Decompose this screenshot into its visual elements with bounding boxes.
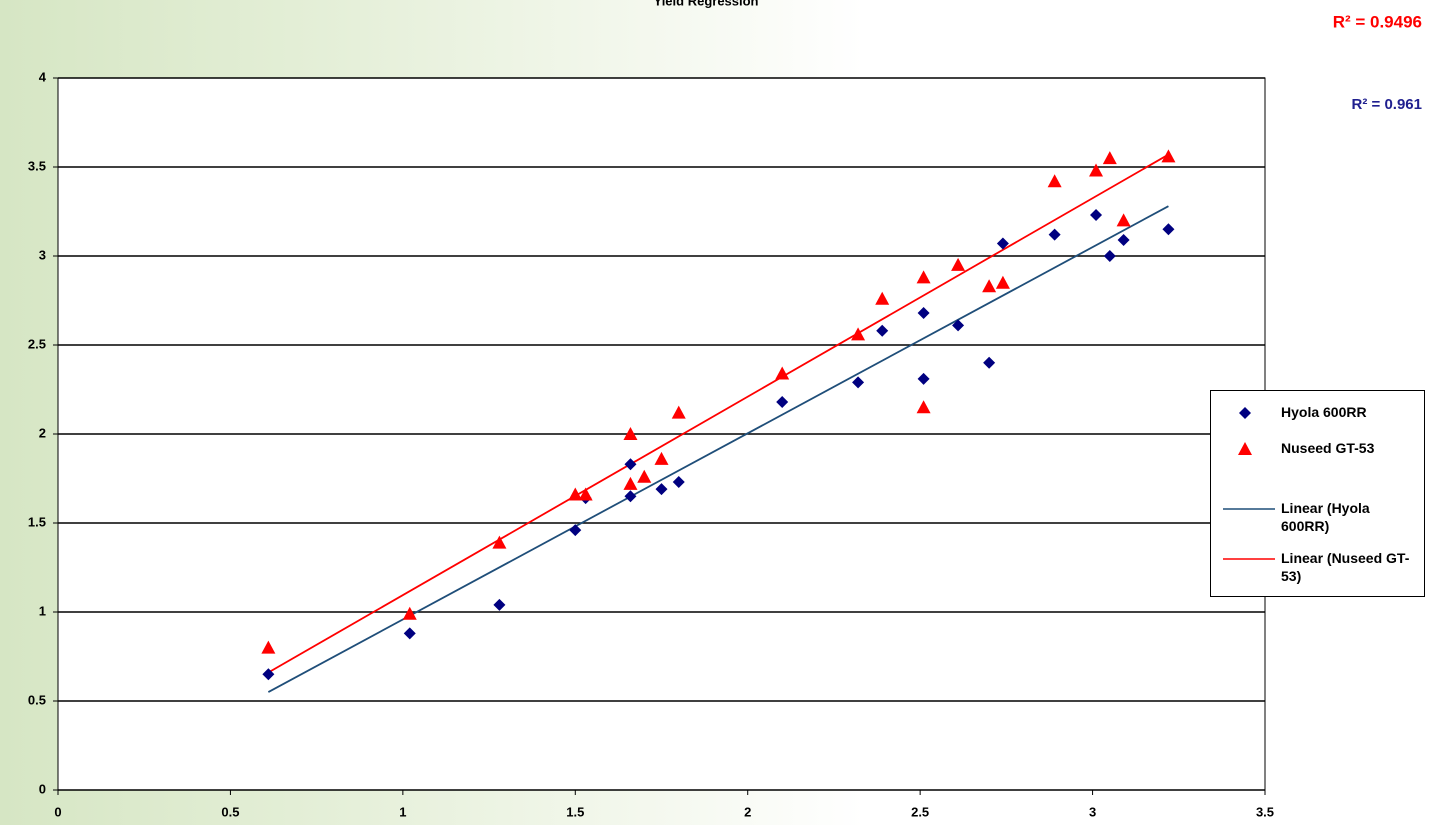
marker [493, 598, 506, 611]
marker [1161, 149, 1176, 163]
marker [1103, 250, 1116, 262]
marker [655, 483, 668, 496]
x-tick-label: 0 [54, 804, 61, 819]
marker [1048, 228, 1061, 241]
x-tick-label: 2 [744, 804, 751, 819]
marker [403, 627, 416, 640]
marker [951, 257, 966, 271]
x-tick-label: 1 [399, 804, 406, 819]
y-tick-label: 3.5 [28, 158, 46, 173]
annotation: R² = 0.961 [1352, 96, 1422, 113]
y-tick-label: 0.5 [28, 692, 46, 707]
chart-title: Yield Regression [654, 0, 759, 8]
trendline [267, 205, 1169, 693]
marker [1047, 174, 1062, 188]
y-tick-label: 2.5 [28, 336, 46, 351]
legend-icon [1223, 508, 1275, 510]
marker [917, 306, 930, 319]
y-tick-label: 0 [39, 781, 46, 796]
annotation: R² = 0.9496 [1333, 12, 1422, 31]
y-tick-label: 3 [39, 247, 46, 262]
marker [1162, 223, 1175, 236]
marker [851, 327, 866, 341]
marker [1117, 233, 1130, 246]
legend: Hyola 600RR Nuseed GT-53 Linear (Hyola 600… [1210, 390, 1425, 597]
marker [917, 372, 930, 385]
marker [776, 395, 789, 408]
marker [402, 606, 417, 620]
marker [916, 270, 931, 284]
marker [623, 476, 638, 490]
x-tick-label: 2.5 [911, 804, 929, 819]
marker [916, 400, 931, 414]
marker [671, 405, 686, 419]
x-tick-label: 3 [1089, 804, 1096, 819]
marker [996, 237, 1009, 250]
marker [775, 366, 790, 380]
legend-label: Linear (Nuseed GT-53) [1281, 550, 1410, 584]
legend-icon [1239, 407, 1251, 419]
marker [982, 279, 997, 293]
y-tick-label: 1 [39, 603, 46, 618]
legend-icon [1223, 558, 1275, 560]
marker [875, 291, 890, 305]
marker [262, 668, 275, 681]
marker [1089, 163, 1104, 177]
y-tick-label: 2 [39, 425, 46, 440]
marker [852, 376, 865, 389]
legend-label: Linear (Hyola 600RR) [1281, 500, 1370, 534]
trendline [267, 153, 1169, 674]
marker [569, 524, 582, 537]
marker [654, 451, 669, 465]
x-tick-label: 1.5 [566, 804, 584, 819]
marker [624, 458, 637, 471]
marker [624, 490, 637, 503]
marker [952, 319, 965, 332]
y-tick-label: 4 [39, 69, 47, 84]
legend-label: Hyola 600RR [1281, 404, 1367, 420]
marker [983, 356, 996, 369]
legend-label: Nuseed GT-53 [1281, 440, 1375, 456]
marker [637, 469, 652, 483]
legend-icon [1238, 442, 1252, 455]
marker [623, 427, 638, 440]
marker [261, 640, 276, 654]
marker [1102, 151, 1117, 165]
marker [1090, 209, 1103, 222]
marker [568, 487, 583, 501]
marker [1116, 213, 1131, 227]
marker [995, 275, 1010, 289]
marker [876, 324, 889, 337]
x-tick-label: 0.5 [221, 804, 239, 819]
marker [578, 487, 593, 501]
marker [1238, 442, 1252, 455]
marker [672, 476, 685, 489]
marker [1239, 407, 1251, 419]
marker [492, 535, 507, 549]
x-tick-label: 3.5 [1256, 804, 1274, 819]
y-tick-label: 1.5 [28, 514, 46, 529]
